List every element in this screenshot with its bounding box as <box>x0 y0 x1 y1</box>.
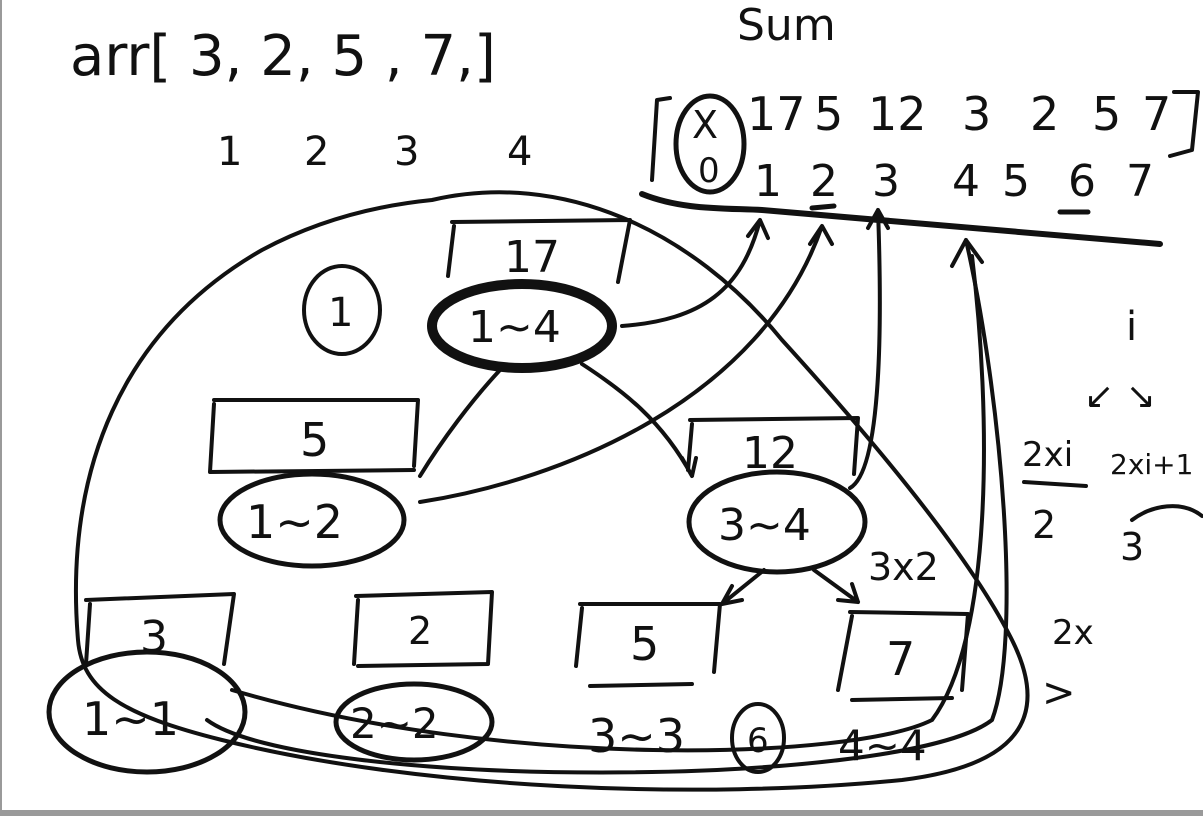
crossed-slot-circle <box>673 93 747 195</box>
edge-right-leaf3 <box>720 568 766 606</box>
leaf-1-sum: 3 <box>140 612 168 663</box>
left-range: 1~2 <box>246 495 343 549</box>
root-number: 1 <box>328 290 353 336</box>
map-leaf1-to-index-4 <box>205 238 1009 775</box>
enclosing-loop <box>73 190 1030 792</box>
root-node: 17 1~4 1 <box>302 218 632 373</box>
leaf-2-range-ellipse <box>333 681 495 763</box>
sum-index-2: 2 <box>810 156 838 207</box>
leaf-2-sum: 2 <box>408 609 432 653</box>
sum-value-5: 2 <box>1030 87 1059 141</box>
leaf-1-sum-box <box>84 592 236 666</box>
map-right-to-index-3 <box>848 208 890 490</box>
arr-index-1: 1 <box>217 129 242 175</box>
edge-root-left <box>418 368 502 478</box>
note-example-left: 2 <box>1032 503 1056 547</box>
sum-index-5: 5 <box>1002 156 1030 207</box>
leaf-4-sum: 7 <box>886 632 915 686</box>
side-notes: i ↙ ↘ 2xi 2xi+1 2 3 2x > <box>1022 304 1203 716</box>
sum-index-1: 1 <box>754 156 782 207</box>
note-example-right: 3 <box>1120 525 1144 569</box>
leaf-3-number-circle <box>730 702 786 774</box>
sum-value-2: 5 <box>814 87 843 141</box>
leaf-3-number: 6 <box>747 721 769 761</box>
sum-array-baseline <box>639 191 1163 247</box>
index-underlines <box>809 203 1091 215</box>
sum-index-3: 3 <box>872 156 900 207</box>
note-fraction-lines <box>1022 480 1203 522</box>
note-left-child: 2xi <box>1022 435 1073 475</box>
sum-value-7: 7 <box>1142 87 1171 141</box>
sum-array: X 0 17 5 12 3 2 5 7 1 2 3 4 5 6 7 <box>639 87 1200 247</box>
map-root-to-index-1 <box>620 218 770 328</box>
leaf-3: 5 3~3 6 <box>574 602 786 774</box>
left-node: 5 1~2 <box>208 398 420 569</box>
leaf-2-range: 2~2 <box>350 699 439 748</box>
root-range: 1~4 <box>468 302 561 353</box>
note-child-arrows: ↙ ↘ <box>1084 376 1156 417</box>
root-range-ellipse <box>427 279 617 373</box>
root-sum-box <box>446 218 632 284</box>
arr-heading: arr[ 3, 2, 5 , 7,] <box>70 24 496 89</box>
leaf-1-range-ellipse <box>46 649 248 775</box>
crossed-slot-mark: X <box>692 103 718 147</box>
arr-index-4: 4 <box>507 129 532 175</box>
sum-index-4: 4 <box>952 156 980 207</box>
note-two-x: 2x <box>1052 613 1094 653</box>
sum-array-bracket-right <box>1168 90 1200 158</box>
note-3x2: 3x2 <box>868 545 939 589</box>
leaf-2: 2 2~2 <box>333 590 495 763</box>
note-i: i <box>1126 304 1137 350</box>
leaf-1-range: 1~1 <box>82 692 179 746</box>
sum-value-6: 5 <box>1092 87 1121 141</box>
right-range: 3~4 <box>718 500 811 551</box>
edge-root-right <box>580 362 698 478</box>
sum-array-bracket-left <box>650 96 672 182</box>
note-gt: > <box>1042 670 1076 716</box>
arr-index-3: 3 <box>394 129 419 175</box>
sum-value-4: 3 <box>962 87 991 141</box>
left-range-ellipse <box>217 471 407 569</box>
right-range-ellipse <box>686 469 868 575</box>
leaf-4-sum-box <box>836 610 970 702</box>
root-number-circle <box>302 264 382 356</box>
right-node: 12 3~4 <box>686 416 868 575</box>
right-sum-box <box>686 416 860 476</box>
left-sum: 5 <box>300 413 329 467</box>
sum-index-7: 7 <box>1126 156 1154 207</box>
arr-index-2: 2 <box>304 129 329 175</box>
map-leaf-loop <box>230 254 986 753</box>
sum-value-3: 12 <box>868 87 927 141</box>
sum-value-1: 17 <box>747 87 806 141</box>
zero-index: 0 <box>698 151 720 191</box>
leaf-1: 3 1~1 <box>46 592 248 775</box>
arr-index-row: 1 2 3 4 <box>217 129 532 175</box>
sum-heading: Sum <box>737 0 836 51</box>
edge-right-leaf4 <box>812 568 860 604</box>
sum-index-6: 6 <box>1068 156 1096 207</box>
leaf-3-range: 3~3 <box>588 709 685 763</box>
map-left-to-index-2 <box>418 224 834 504</box>
leaf-2-sum-box <box>352 590 494 668</box>
leaf-3-sum: 5 <box>630 617 659 671</box>
left-sum-box <box>208 398 420 474</box>
root-sum: 17 <box>504 232 560 283</box>
note-right-child: 2xi+1 <box>1110 448 1193 481</box>
